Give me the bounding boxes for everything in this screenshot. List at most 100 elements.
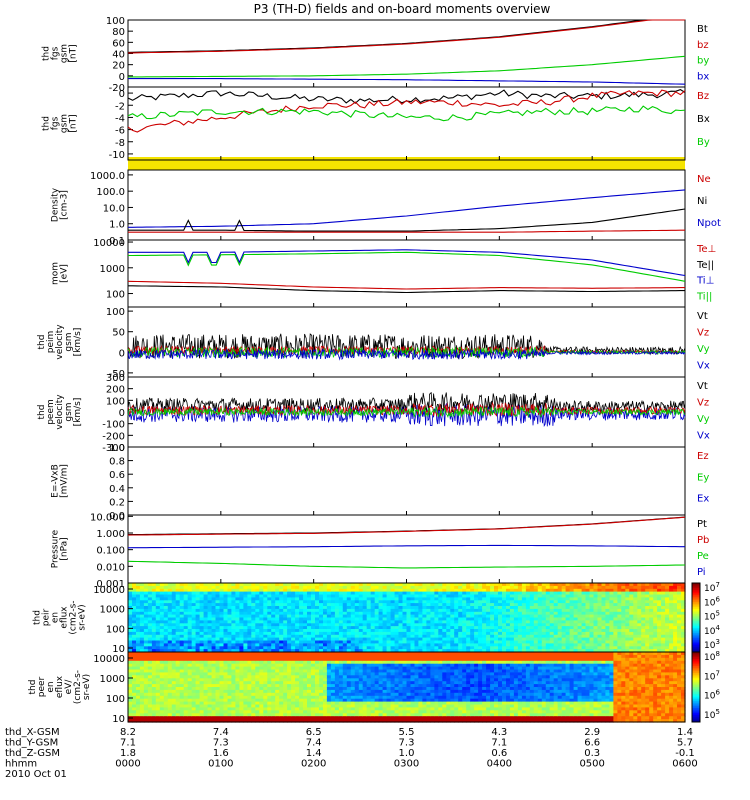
spectrogram-cell bbox=[175, 684, 181, 688]
spectrogram-cell bbox=[641, 629, 646, 633]
spectrogram-cell bbox=[366, 637, 372, 642]
spectrogram-cell bbox=[303, 675, 308, 679]
spectrogram-cell bbox=[338, 606, 344, 610]
spectrogram-cell bbox=[358, 620, 364, 624]
spectrogram-cell bbox=[259, 660, 264, 665]
spectrogram-cell bbox=[155, 687, 161, 691]
spectrogram-cell bbox=[645, 614, 650, 619]
spectrogram-cell bbox=[330, 631, 336, 636]
spectrogram-cell bbox=[147, 660, 153, 665]
spectrogram-cell bbox=[303, 637, 308, 642]
spectrogram-cell bbox=[279, 660, 284, 665]
spectrogram-cell bbox=[231, 672, 236, 676]
spectrogram-cell bbox=[402, 614, 408, 619]
spectrogram-cell bbox=[227, 629, 233, 633]
spectrogram-cell bbox=[390, 617, 396, 621]
spectrogram-cell bbox=[215, 657, 221, 662]
spectrogram-cell bbox=[665, 634, 670, 639]
spectrogram-cell bbox=[561, 597, 567, 601]
spectrogram-cell bbox=[521, 585, 527, 590]
spectrogram-cell bbox=[132, 689, 137, 694]
spectrogram-cell bbox=[167, 585, 173, 590]
spectrogram-cell bbox=[191, 631, 197, 636]
spectrogram-cell bbox=[231, 684, 236, 688]
spectrogram-cell bbox=[299, 669, 304, 673]
spectrogram-cell bbox=[255, 617, 260, 621]
spectrogram-cell bbox=[509, 631, 515, 636]
spectrogram-cell bbox=[199, 623, 205, 627]
spectrogram-cell bbox=[195, 608, 201, 613]
spectrogram-cell bbox=[326, 689, 332, 694]
spectrogram-cell bbox=[406, 620, 412, 624]
spectrogram-cell bbox=[239, 713, 244, 717]
spectrogram-cell bbox=[350, 617, 356, 621]
spectrogram-cell bbox=[629, 588, 634, 593]
spectrogram-cell bbox=[410, 643, 416, 647]
spectrogram-cell bbox=[231, 594, 236, 598]
spectrogram-cell bbox=[263, 634, 268, 639]
spectrogram-cell bbox=[239, 687, 244, 691]
spectrogram-cell bbox=[334, 631, 340, 636]
spectrogram-cell bbox=[486, 626, 491, 630]
spectrogram-cell bbox=[271, 689, 276, 694]
spectrogram-cell bbox=[450, 603, 455, 607]
spectrogram-cell bbox=[474, 629, 479, 633]
spectrogram-cell bbox=[279, 701, 284, 706]
spectrogram-cell bbox=[617, 611, 622, 616]
spectrogram-cell bbox=[295, 660, 300, 665]
spectrogram-cell bbox=[334, 623, 340, 627]
spectrogram-cell bbox=[219, 652, 225, 656]
spectrogram-cell bbox=[315, 608, 320, 613]
spectrogram-cell bbox=[128, 631, 133, 636]
spectrogram-cell bbox=[255, 626, 260, 630]
spectrogram-cell bbox=[243, 626, 248, 630]
spectrogram-cell bbox=[243, 663, 248, 668]
spectrogram-cell bbox=[653, 617, 658, 621]
spectrogram-cell bbox=[681, 611, 686, 616]
spectrogram-cell bbox=[259, 614, 264, 619]
spectrogram-cell bbox=[247, 684, 252, 688]
legend-Ni: Ni bbox=[697, 196, 707, 207]
spectrogram-cell bbox=[494, 594, 499, 598]
spectrogram-cell bbox=[295, 698, 300, 703]
spectrogram-cell bbox=[330, 675, 336, 679]
spectrogram-cell bbox=[287, 701, 292, 706]
spectrogram-cell bbox=[605, 620, 610, 624]
spectrogram-cell bbox=[661, 608, 666, 613]
spectrogram-cell bbox=[350, 643, 356, 647]
spectrogram-cell bbox=[573, 585, 579, 590]
spectrogram-cell bbox=[370, 637, 376, 642]
spectrogram-cell bbox=[633, 626, 638, 630]
spectrogram-cell bbox=[478, 649, 483, 653]
spectrogram-cell bbox=[307, 695, 312, 700]
spectrogram-cell bbox=[307, 689, 312, 694]
spectrogram-cell bbox=[474, 623, 479, 627]
spectrogram-cell bbox=[625, 614, 630, 619]
spectrogram-cell bbox=[597, 600, 603, 604]
spectrogram-cell bbox=[199, 608, 205, 613]
spectrogram-cell bbox=[136, 687, 141, 691]
spectrogram-cell bbox=[187, 719, 193, 723]
spectrogram-cell bbox=[649, 594, 654, 598]
spectrogram-cell bbox=[139, 698, 145, 703]
spectrogram-cell bbox=[231, 643, 236, 647]
spectrogram-cell bbox=[342, 689, 348, 694]
spectrogram-cell bbox=[669, 646, 674, 650]
spectrogram-cell bbox=[171, 695, 177, 700]
spectrogram-cell bbox=[207, 617, 213, 621]
spectrogram-cell bbox=[557, 640, 563, 644]
spectrogram-cell bbox=[426, 634, 431, 639]
spectrogram-cell bbox=[239, 606, 244, 610]
spectrogram-cell bbox=[601, 597, 607, 601]
spectrogram-cell bbox=[402, 634, 408, 639]
spectrogram-cell bbox=[593, 606, 599, 610]
spectrogram-cell bbox=[605, 594, 610, 598]
spectrogram-cell bbox=[207, 608, 213, 613]
spectrogram-cell bbox=[609, 597, 614, 601]
spectrogram-cell bbox=[406, 603, 412, 607]
spectrogram-cell bbox=[223, 701, 229, 706]
spectrogram-cell bbox=[295, 681, 300, 685]
spectrogram-cell bbox=[175, 660, 181, 665]
spectrogram-cell bbox=[211, 716, 217, 720]
spectrogram-cell bbox=[259, 675, 264, 679]
